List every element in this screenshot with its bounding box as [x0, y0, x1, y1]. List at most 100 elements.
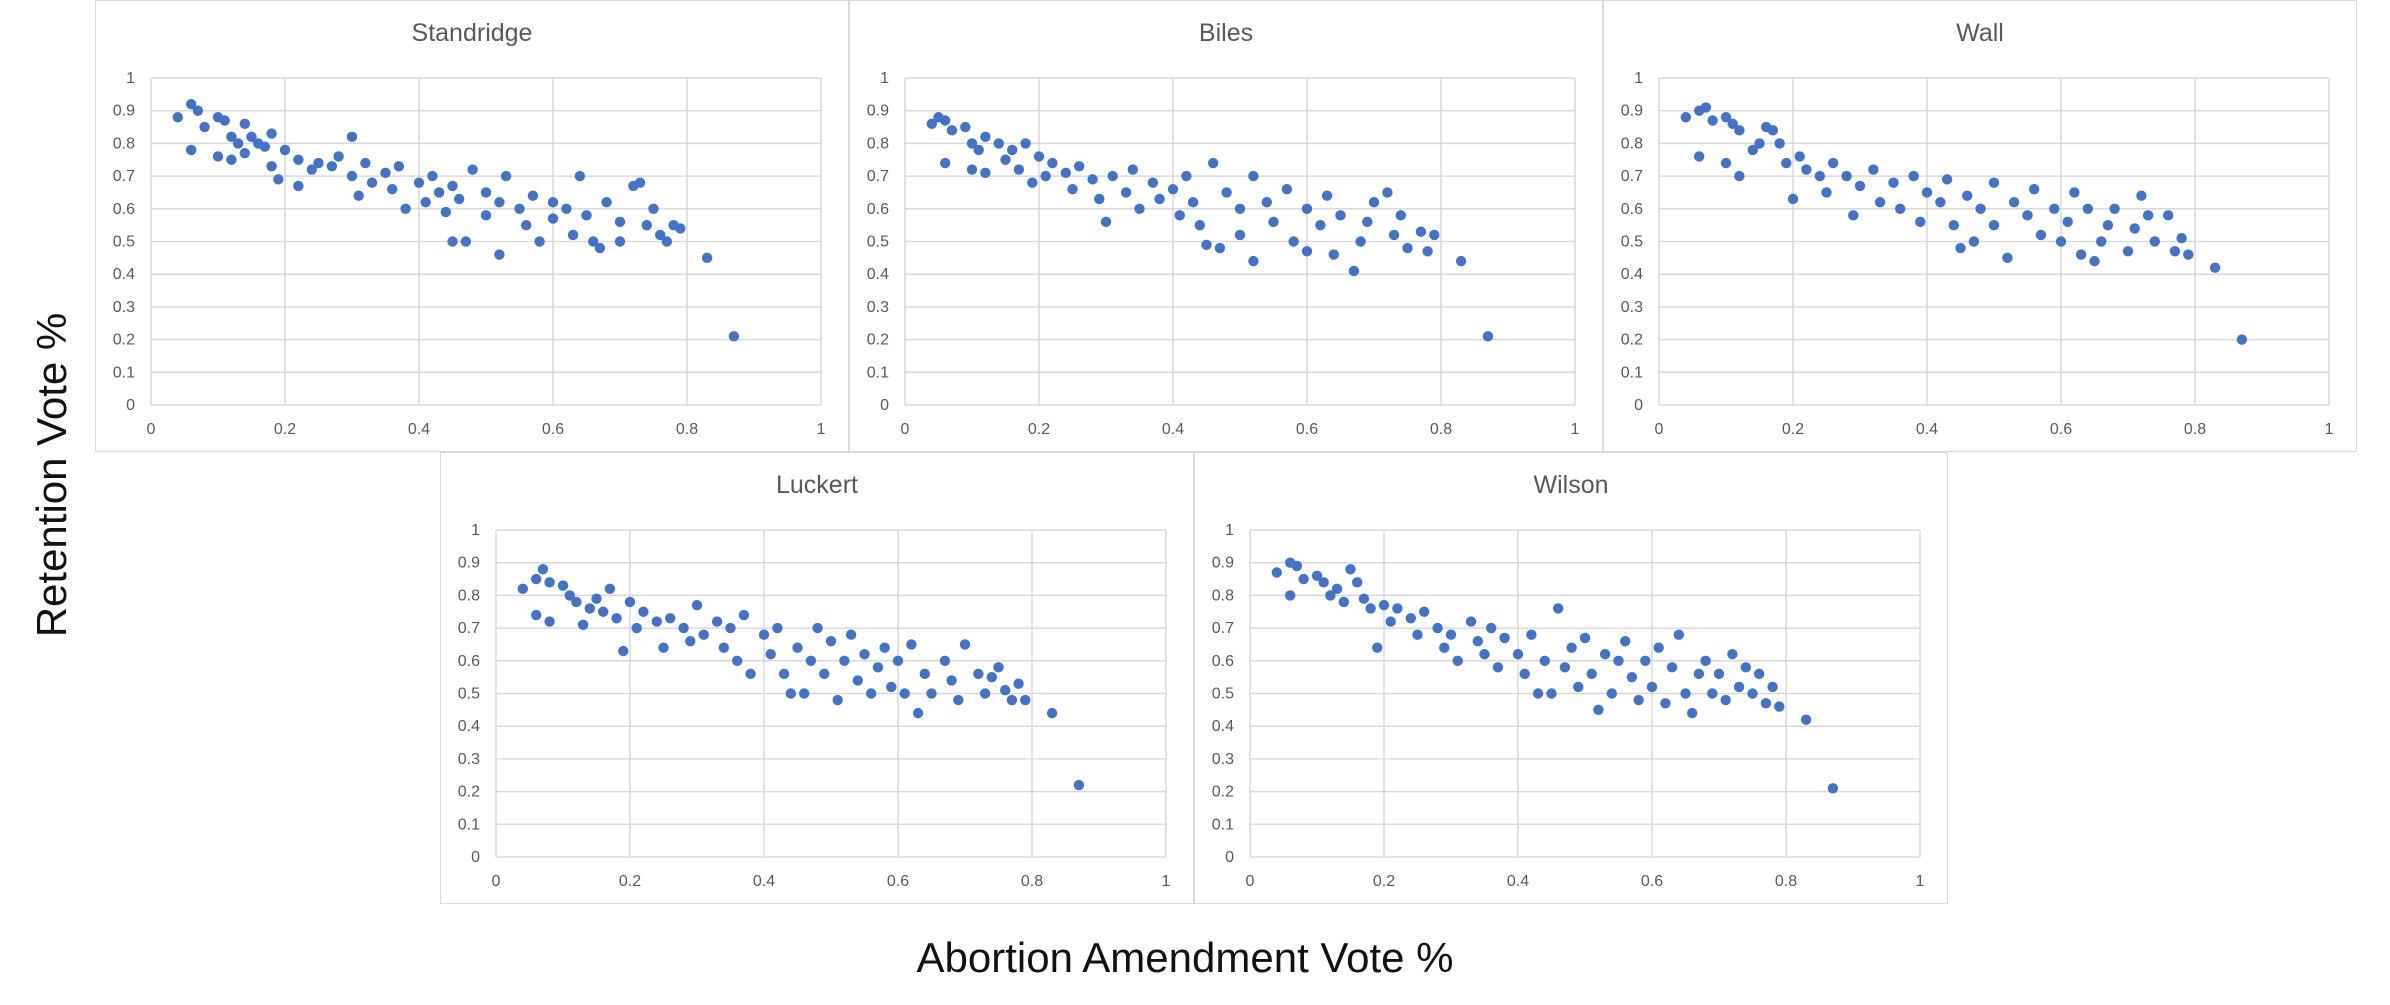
data-point: [494, 197, 505, 208]
data-point: [1720, 157, 1732, 169]
data-point: [1472, 635, 1483, 647]
data-point: [1392, 603, 1403, 614]
x-tick-label: 0.6: [2050, 421, 2072, 438]
data-point: [1047, 157, 1058, 169]
data-point: [1827, 783, 1839, 794]
scatter-plot: 0 0.2 0.4 0.6 0.8 1 0 0.1 0.2 0.3 0.4 0.5 0.6 0.7 0.8 0…: [113, 70, 826, 438]
data-point: [1526, 629, 1537, 640]
data-point: [293, 154, 304, 165]
y-tick-label: 0: [1634, 397, 1643, 414]
data-point: [859, 649, 870, 660]
data-point: [1553, 603, 1564, 614]
y-tick-label: 0.5: [113, 234, 135, 251]
data-point: [1439, 642, 1450, 653]
y-tick-label: 0.4: [113, 266, 135, 283]
data-point: [1388, 229, 1400, 241]
data-point: [1331, 583, 1343, 595]
data-point: [1181, 170, 1192, 182]
data-point: [1687, 707, 1698, 719]
y-tick-label: 0.8: [867, 135, 889, 152]
data-point: [1362, 216, 1373, 228]
y-tick-label: 0.6: [113, 201, 135, 218]
data-point: [1040, 170, 1051, 182]
data-point: [1720, 694, 1731, 706]
data-point: [1328, 249, 1339, 260]
data-point: [1767, 681, 1778, 693]
data-point: [1234, 229, 1246, 241]
data-point: [594, 242, 606, 254]
data-point: [1127, 164, 1138, 175]
data-point: [1013, 678, 1024, 689]
data-point: [1027, 177, 1038, 188]
data-point: [940, 157, 951, 169]
scatter-plot: 0 0.2 0.4 0.6 0.8 1 0 0.1 0.2 0.3 0.4 0.5 0.6 0.7 0.8 0…: [1212, 522, 1925, 890]
x-tick-label: 0.8: [1430, 421, 1452, 438]
data-point: [547, 213, 559, 224]
data-point: [691, 600, 703, 611]
data-point: [266, 161, 277, 172]
data-point: [1345, 564, 1356, 575]
data-point: [574, 170, 585, 182]
data-point: [1167, 183, 1179, 195]
data-point: [614, 236, 626, 247]
data-point: [1261, 197, 1272, 208]
data-point: [1606, 688, 1617, 699]
y-tick-label: 0.4: [867, 266, 889, 283]
data-point: [454, 193, 465, 205]
data-point: [1352, 577, 1363, 588]
y-tick-label: 0.6: [867, 201, 889, 218]
data-point: [634, 177, 646, 188]
y-tick-label: 0: [1225, 849, 1234, 866]
y-tick-label: 0.1: [1212, 816, 1234, 833]
data-point: [1821, 187, 1832, 198]
data-point: [618, 645, 629, 657]
y-tick-label: 1: [1225, 522, 1234, 539]
y-tick-label: 1: [126, 70, 135, 87]
data-point: [886, 681, 897, 693]
y-tick-label: 0.7: [458, 620, 480, 637]
y-tick-label: 0.4: [1212, 718, 1234, 735]
chart-title: Standridge: [411, 19, 533, 47]
data-point: [2136, 190, 2147, 201]
data-point: [614, 216, 626, 228]
data-point: [1445, 629, 1457, 640]
data-point: [1673, 629, 1684, 640]
y-tick-label: 0.9: [1621, 103, 1643, 120]
data-point: [852, 675, 863, 686]
data-point: [939, 655, 951, 666]
data-point: [433, 187, 445, 198]
y-tick-label: 0.2: [1212, 784, 1234, 801]
data-point: [1358, 593, 1370, 604]
data-point: [531, 609, 542, 621]
data-point: [427, 170, 438, 182]
data-point: [1988, 219, 2000, 231]
data-point: [199, 121, 210, 133]
chart-title: Biles: [1198, 19, 1254, 47]
data-point: [2142, 210, 2154, 221]
data-point: [588, 236, 599, 247]
data-point: [1620, 635, 1631, 647]
data-point: [758, 629, 770, 640]
data-point: [387, 183, 398, 195]
data-point: [1948, 219, 1959, 231]
data-point: [353, 190, 364, 201]
data-point: [212, 151, 224, 162]
data-point: [718, 642, 729, 653]
data-point: [480, 210, 492, 221]
data-point: [521, 219, 532, 231]
data-point: [1455, 255, 1467, 267]
data-point: [1666, 662, 1678, 673]
data-point: [912, 707, 924, 719]
y-tick-label: 0.9: [458, 555, 480, 572]
data-point: [1201, 239, 1212, 250]
data-point: [239, 118, 250, 129]
data-point: [1395, 210, 1406, 221]
data-point: [2163, 210, 2174, 221]
y-tick-label: 0.6: [1212, 653, 1234, 670]
data-point: [819, 668, 830, 680]
data-point: [1285, 590, 1296, 601]
data-point: [879, 642, 890, 653]
data-point: [1482, 331, 1494, 342]
y-tick-label: 0.5: [867, 234, 889, 251]
data-point: [1234, 203, 1246, 214]
